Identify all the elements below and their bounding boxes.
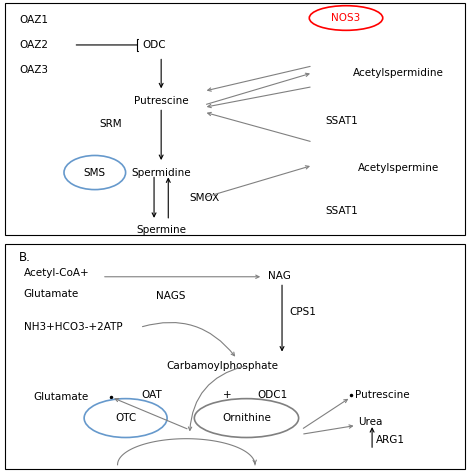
Text: NAG: NAG [268,271,291,281]
Text: B.: B. [19,251,31,264]
Text: SSAT1: SSAT1 [325,207,358,217]
Text: Glutamate: Glutamate [33,392,89,402]
Text: SMOX: SMOX [190,192,220,202]
Text: SSAT1: SSAT1 [325,116,358,126]
Text: NOS3: NOS3 [331,13,361,23]
Text: ODC: ODC [142,40,166,50]
Text: Carbamoylphosphate: Carbamoylphosphate [167,361,279,371]
Text: OAZ2: OAZ2 [19,40,48,50]
Text: OTC: OTC [115,413,136,423]
Text: Urea: Urea [358,417,382,427]
Text: NH3+HCO3-+2ATP: NH3+HCO3-+2ATP [24,322,122,332]
Text: Ornithine: Ornithine [222,413,271,423]
Bar [5,3,465,235]
Text: CPS1: CPS1 [289,307,316,317]
Text: OAZ3: OAZ3 [19,65,48,75]
Text: +: + [223,390,232,400]
Text: Putrescine: Putrescine [356,390,410,400]
Text: NAGS: NAGS [156,291,185,301]
Text: Glutamate: Glutamate [24,289,79,299]
Text: Acetylspermidine: Acetylspermidine [353,68,444,78]
Text: OAZ1: OAZ1 [19,15,48,25]
Text: SRM: SRM [100,118,122,128]
Text: Spermidine: Spermidine [131,167,191,178]
Text: ARG1: ARG1 [376,435,405,445]
Text: Spermine: Spermine [136,225,186,236]
Text: OAT: OAT [141,390,162,400]
Text: Putrescine: Putrescine [134,96,189,106]
Text: Acetylspermine: Acetylspermine [357,163,439,173]
Text: Acetyl-CoA+: Acetyl-CoA+ [24,268,89,278]
Bar [5,244,465,469]
Text: ODC1: ODC1 [257,390,288,400]
Text: SMS: SMS [84,167,106,178]
